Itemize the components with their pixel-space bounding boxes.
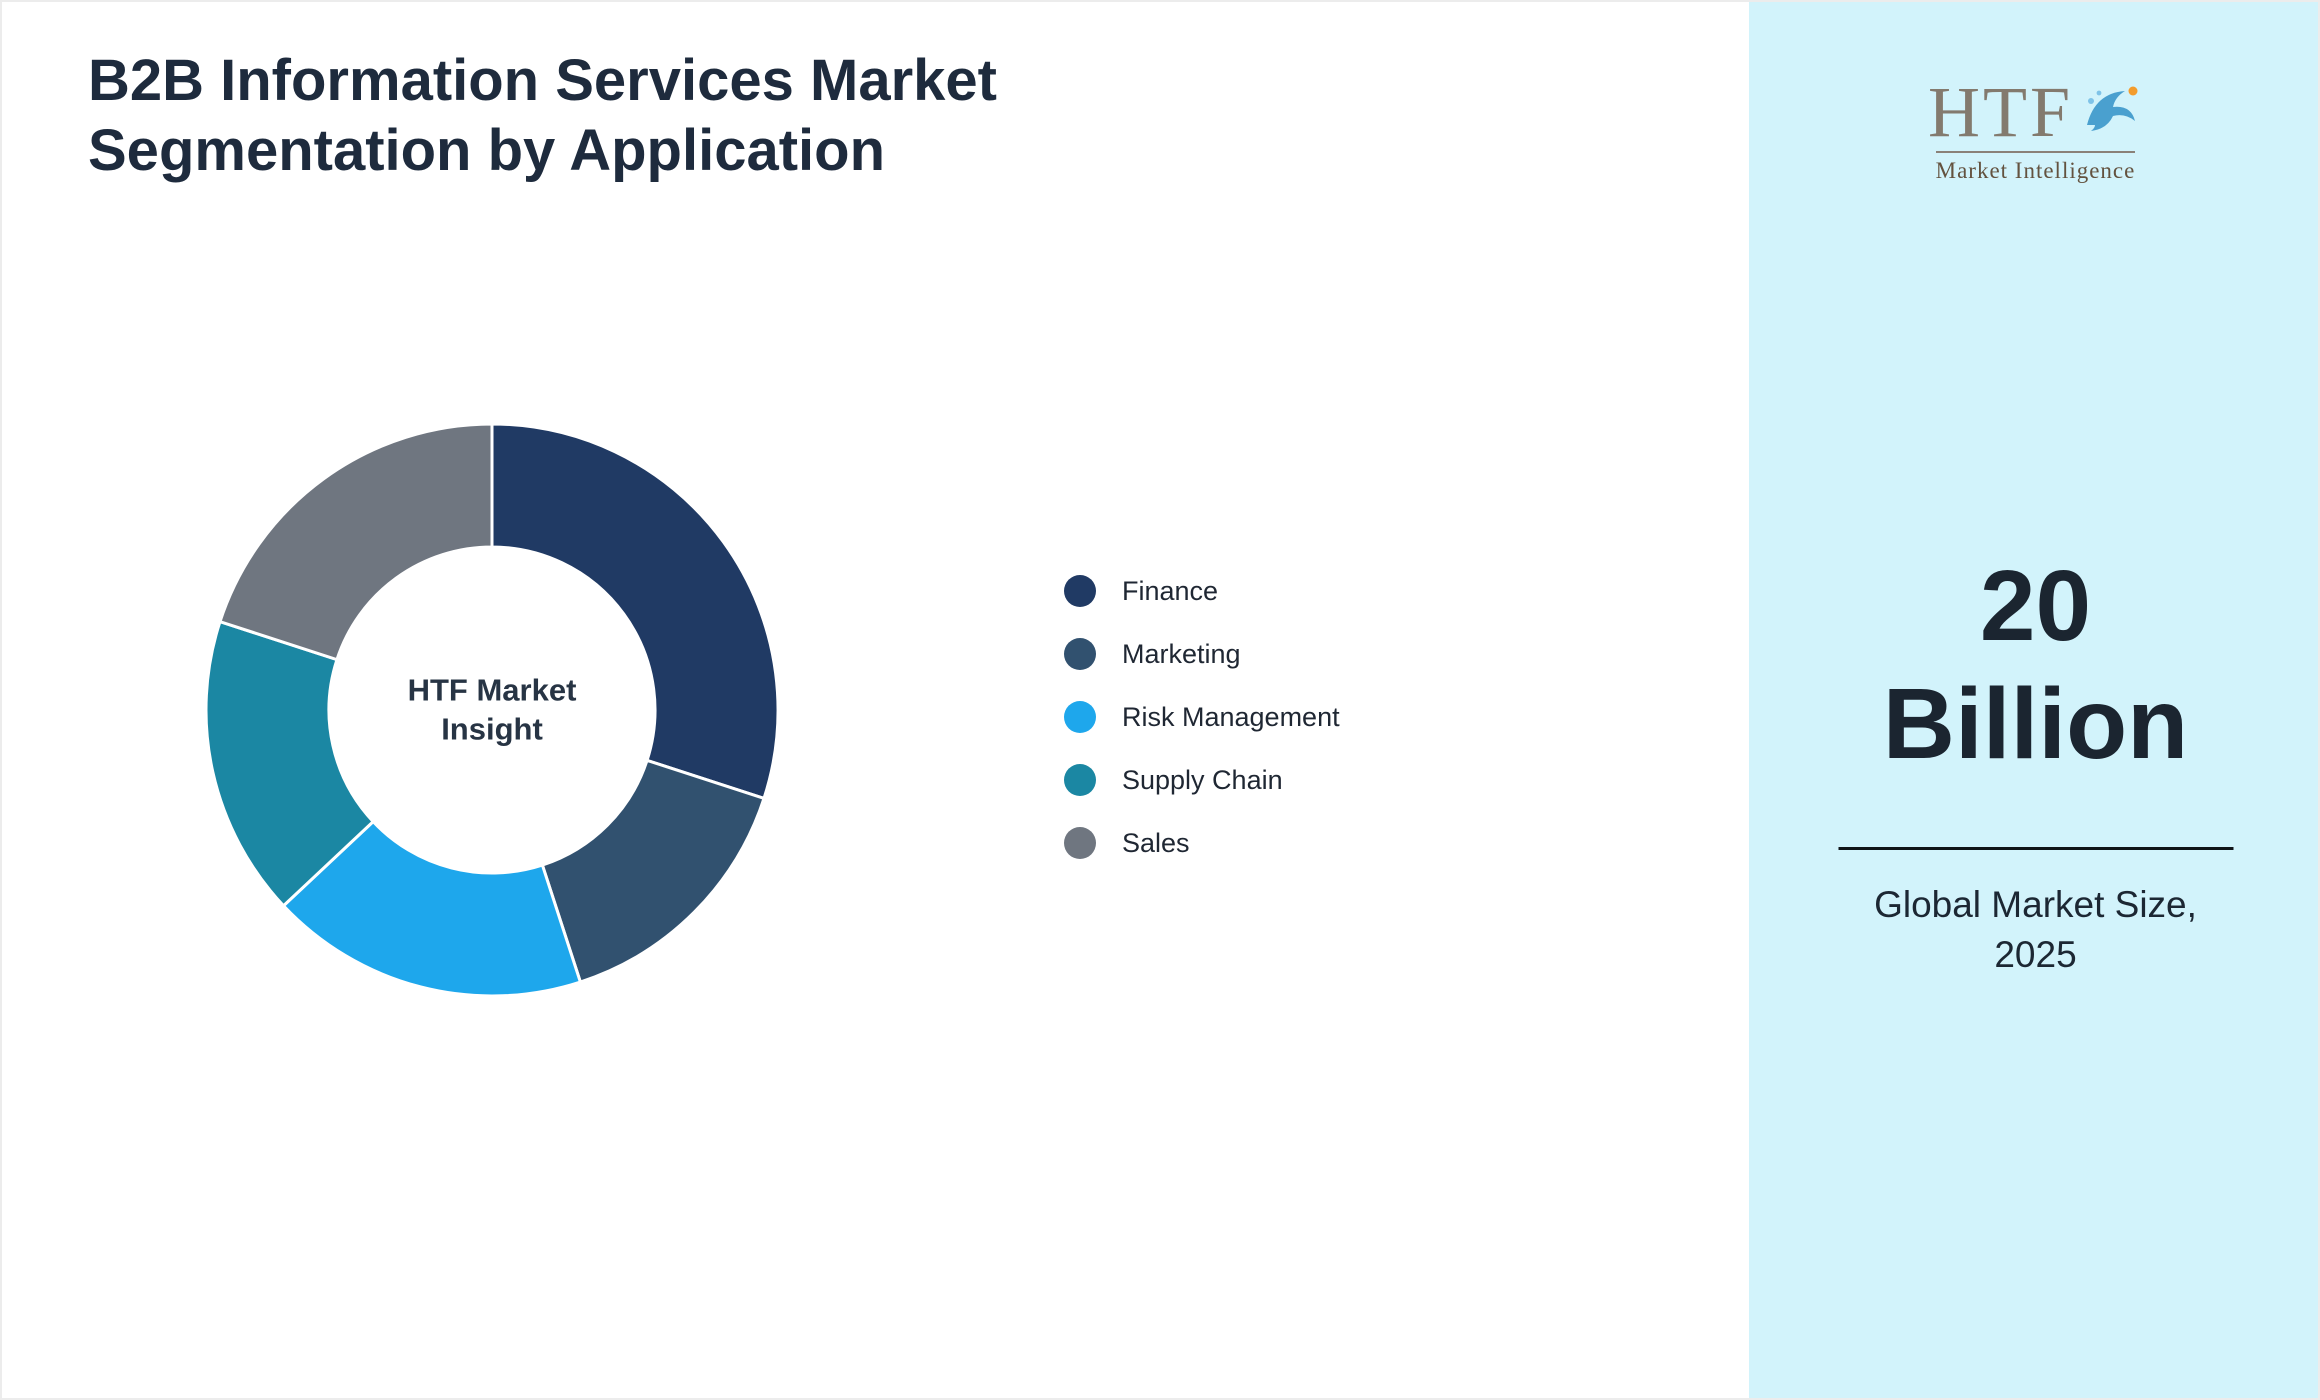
donut-center-label: HTF Market Insight	[407, 672, 577, 746]
legend-item-marketing: Marketing	[1064, 638, 1340, 670]
stat-divider	[1838, 847, 2233, 850]
donut-segment-finance	[490, 422, 780, 801]
donut-chart: HTF Market Insight	[202, 420, 782, 1000]
legend-item-finance: Finance	[1064, 575, 1340, 607]
donut-chart-svg	[204, 422, 780, 998]
legend-item-supply-chain: Supply Chain	[1064, 764, 1340, 796]
chart-legend: Finance Marketing Risk Management Supply…	[1064, 575, 1340, 859]
page-title-line1: B2B Information Services Market	[88, 48, 997, 113]
htf-logo-text: HTF	[1927, 72, 2074, 152]
legend-label-risk-management: Risk Management	[1122, 701, 1340, 732]
legend-dot-sales	[1064, 827, 1096, 859]
market-size-value: 20 Billion	[1749, 547, 2318, 783]
market-size-label-line2: 2025	[1994, 933, 2077, 975]
donut-segments	[204, 422, 780, 998]
donut-segment-supply-chain	[204, 619, 376, 908]
legend-label-finance: Finance	[1122, 575, 1219, 606]
dolphin-icon	[2087, 86, 2138, 131]
page-title: B2B Information Services Market Segmenta…	[88, 46, 997, 185]
donut-segment-sales	[218, 422, 494, 662]
legend-item-sales: Sales	[1064, 827, 1340, 859]
legend-dot-risk-management	[1064, 701, 1096, 733]
legend-label-sales: Sales	[1122, 827, 1190, 858]
htf-logo: HTF Market Intelligence	[1749, 72, 2318, 184]
market-size-label: Global Market Size, 2025	[1749, 880, 2318, 980]
legend-dot-marketing	[1064, 638, 1096, 670]
right-panel: HTF Market Intelligence 20 Billion Globa…	[1749, 2, 2318, 1398]
legend-dot-supply-chain	[1064, 764, 1096, 796]
legend-item-risk-management: Risk Management	[1064, 701, 1340, 733]
legend-dot-finance	[1064, 575, 1096, 607]
market-size-value-line1: 20	[1979, 550, 2092, 662]
htf-logo-row: HTF	[1749, 72, 2318, 152]
market-size-value-line2: Billion	[1882, 668, 2189, 780]
donut-segment-risk-management	[281, 819, 583, 998]
legend-label-marketing: Marketing	[1122, 638, 1241, 669]
donut-segment-marketing	[540, 758, 766, 984]
legend-label-supply-chain: Supply Chain	[1122, 764, 1283, 795]
market-size-label-line1: Global Market Size,	[1874, 884, 2197, 925]
page-title-line2: Segmentation by Application	[88, 117, 886, 183]
htf-logo-subtext: Market Intelligence	[1935, 150, 2136, 184]
